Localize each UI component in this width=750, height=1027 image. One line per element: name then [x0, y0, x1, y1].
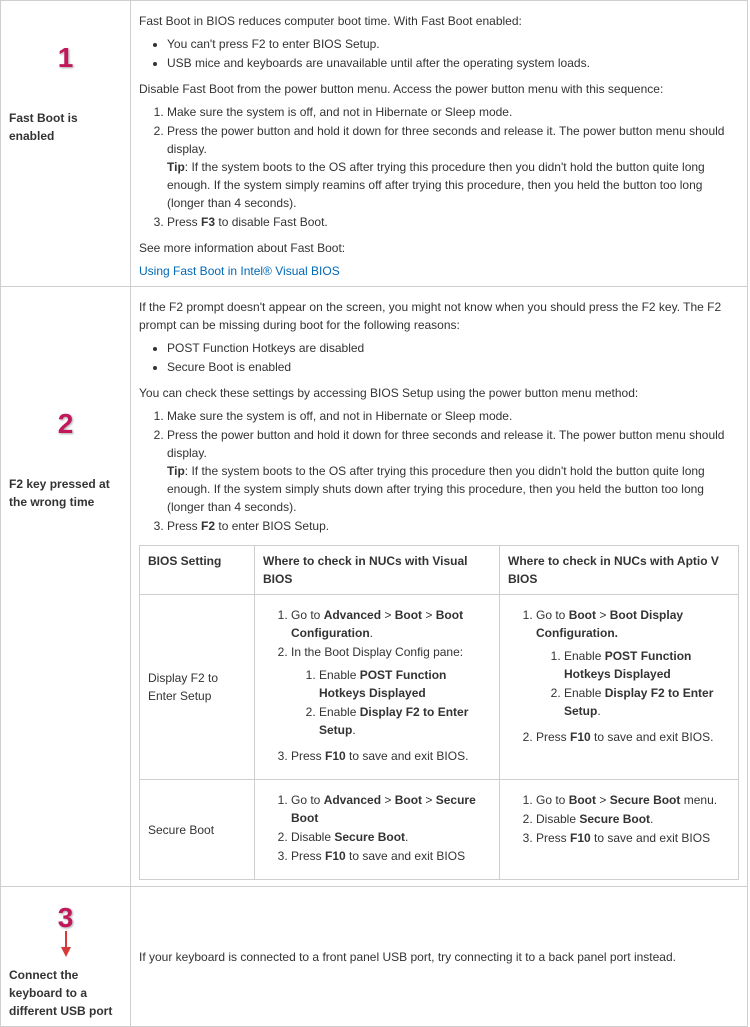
list-item: Press F3 to disable Fast Boot. [167, 213, 739, 231]
row1-intro: Fast Boot in BIOS reduces computer boot … [139, 12, 739, 30]
list-item: Disable Secure Boot. [536, 810, 730, 828]
list-item: Press F10 to save and exit BIOS [291, 847, 491, 865]
table-cell: Go to Advanced > Boot > Boot Configurati… [255, 595, 500, 780]
row3-left-cell: 3 Connect the keyboard to a different US… [1, 887, 131, 1027]
row2-check-line: You can check these settings by accessin… [139, 384, 739, 402]
row1-disable-line: Disable Fast Boot from the power button … [139, 80, 739, 98]
list-item: Press F10 to save and exit BIOS. [536, 728, 730, 746]
list-item: Press the power button and hold it down … [167, 122, 739, 212]
row2-steps: Make sure the system is off, and not in … [139, 407, 739, 535]
row2-bullets: POST Function Hotkeys are disabled Secur… [139, 339, 739, 376]
row3-body: If your keyboard is connected to a front… [131, 887, 748, 1027]
list-item: Press F10 to save and exit BIOS. [291, 747, 491, 765]
list-item: USB mice and keyboards are unavailable u… [167, 54, 739, 72]
row2-left-cell: 2 F2 key pressed at the wrong time [1, 287, 131, 887]
row3-title: Connect the keyboard to a different USB … [9, 966, 122, 1020]
tip-label: Tip [167, 464, 185, 478]
list-item: Go to Advanced > Boot > Secure Boot [291, 791, 491, 827]
table-cell: Go to Boot > Secure Boot menu. Disable S… [500, 780, 739, 880]
tip-text: : If the system boots to the OS after tr… [167, 464, 705, 514]
row1-steps: Make sure the system is off, and not in … [139, 103, 739, 231]
list-item: Press F10 to save and exit BIOS [536, 829, 730, 847]
list-item: Enable POST Function Hotkeys Displayed [319, 666, 491, 702]
list-item: Go to Boot > Secure Boot menu. [536, 791, 730, 809]
list-item: Make sure the system is off, and not in … [167, 407, 739, 425]
list-item: Enable Display F2 to Enter Setup. [319, 703, 491, 739]
list-item: Make sure the system is off, and not in … [167, 103, 739, 121]
row2-title: F2 key pressed at the wrong time [9, 475, 122, 511]
list-item: Disable Secure Boot. [291, 828, 491, 846]
list-item: Press F2 to enter BIOS Setup. [167, 517, 739, 535]
row1-bullets: You can't press F2 to enter BIOS Setup. … [139, 35, 739, 72]
table-header: Where to check in NUCs with Aptio V BIOS [500, 546, 739, 595]
list-item: In the Boot Display Config pane: Enable … [291, 643, 491, 739]
list-item: Secure Boot is enabled [167, 358, 739, 376]
row1-content: Fast Boot in BIOS reduces computer boot … [131, 1, 748, 287]
table-header: Where to check in NUCs with Visual BIOS [255, 546, 500, 595]
arrow-down-icon [9, 931, 122, 962]
troubleshoot-table: 1 Fast Boot is enabled Fast Boot in BIOS… [0, 0, 748, 1027]
table-row: Display F2 to Enter Setup Go to Advanced… [140, 595, 739, 780]
tip-text: : If the system boots to the OS after tr… [167, 160, 705, 210]
bios-settings-table: BIOS Setting Where to check in NUCs with… [139, 545, 739, 880]
row1-left-cell: 1 Fast Boot is enabled [1, 1, 131, 287]
table-row: Secure Boot Go to Advanced > Boot > Secu… [140, 780, 739, 880]
step-number-1: 1 [9, 37, 122, 79]
table-cell: Go to Boot > Boot Display Configuration.… [500, 595, 739, 780]
row2-intro: If the F2 prompt doesn't appear on the s… [139, 298, 739, 334]
list-item: Enable Display F2 to Enter Setup. [564, 684, 730, 720]
tip-label: Tip [167, 160, 185, 174]
list-item: POST Function Hotkeys are disabled [167, 339, 739, 357]
table-header: BIOS Setting [140, 546, 255, 595]
list-item: Go to Advanced > Boot > Boot Configurati… [291, 606, 491, 642]
bios-setting-label: Secure Boot [140, 780, 255, 880]
list-item: Enable POST Function Hotkeys Displayed [564, 647, 730, 683]
row2-content: If the F2 prompt doesn't appear on the s… [131, 287, 748, 887]
fast-boot-link[interactable]: Using Fast Boot in Intel® Visual BIOS [139, 264, 340, 278]
step-number-2: 2 [9, 403, 122, 445]
table-cell: Go to Advanced > Boot > Secure Boot Disa… [255, 780, 500, 880]
list-item: You can't press F2 to enter BIOS Setup. [167, 35, 739, 53]
row1-more-info: See more information about Fast Boot: [139, 239, 739, 257]
list-item: Press the power button and hold it down … [167, 426, 739, 516]
list-item: Go to Boot > Boot Display Configuration.… [536, 606, 730, 720]
row1-title: Fast Boot is enabled [9, 109, 122, 145]
bios-setting-label: Display F2 to Enter Setup [140, 595, 255, 780]
